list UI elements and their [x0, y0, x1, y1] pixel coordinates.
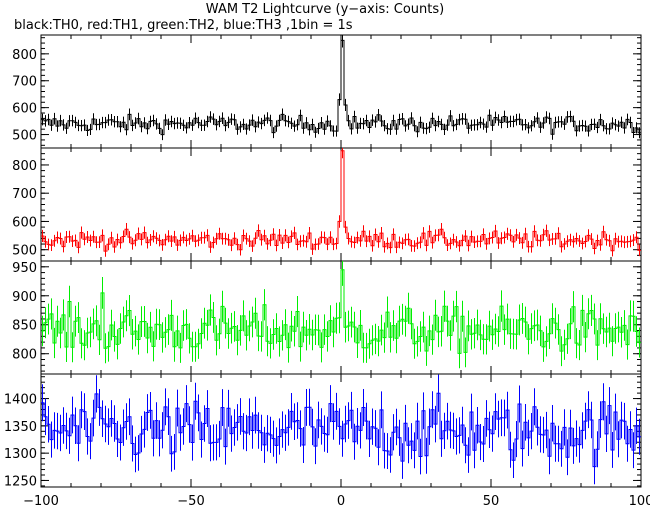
y-tick-label: 1350 — [4, 420, 37, 435]
y-tick-label: 1300 — [4, 447, 37, 462]
chart-title: WAM T2 Lightcurve (y−axis: Counts) — [205, 2, 445, 17]
y-tick-label: 800 — [12, 348, 37, 363]
x-tick-label: −100 — [23, 494, 59, 505]
y-tick-label: 950 — [12, 261, 37, 276]
y-tick-label: 900 — [12, 290, 37, 305]
chart-subtitle: black:TH0, red:TH1, green:TH2, blue:TH3 … — [14, 18, 353, 33]
y-tick-label: 850 — [12, 319, 37, 334]
x-tick-label: 100 — [629, 494, 650, 505]
lightcurve-series-th3 — [41, 392, 641, 468]
lightcurve-series-th2 — [41, 269, 641, 354]
y-tick-label: 1250 — [4, 474, 37, 489]
x-tick-label: 50 — [483, 494, 500, 505]
lightcurve-series-th1 — [41, 150, 641, 252]
y-tick-label: 1400 — [4, 393, 37, 408]
y-tick-label: 800 — [12, 159, 37, 174]
x-tick-label: 0 — [337, 494, 345, 505]
y-tick-label: 700 — [12, 187, 37, 202]
lightcurve-series-th0 — [41, 39, 641, 136]
y-tick-label: 600 — [12, 215, 37, 230]
y-tick-label: 700 — [12, 75, 37, 90]
x-tick-label: −50 — [177, 494, 204, 505]
y-tick-label: 500 — [12, 244, 37, 259]
y-tick-label: 800 — [12, 48, 37, 63]
y-tick-label: 600 — [12, 102, 37, 117]
y-tick-label: 500 — [12, 129, 37, 144]
